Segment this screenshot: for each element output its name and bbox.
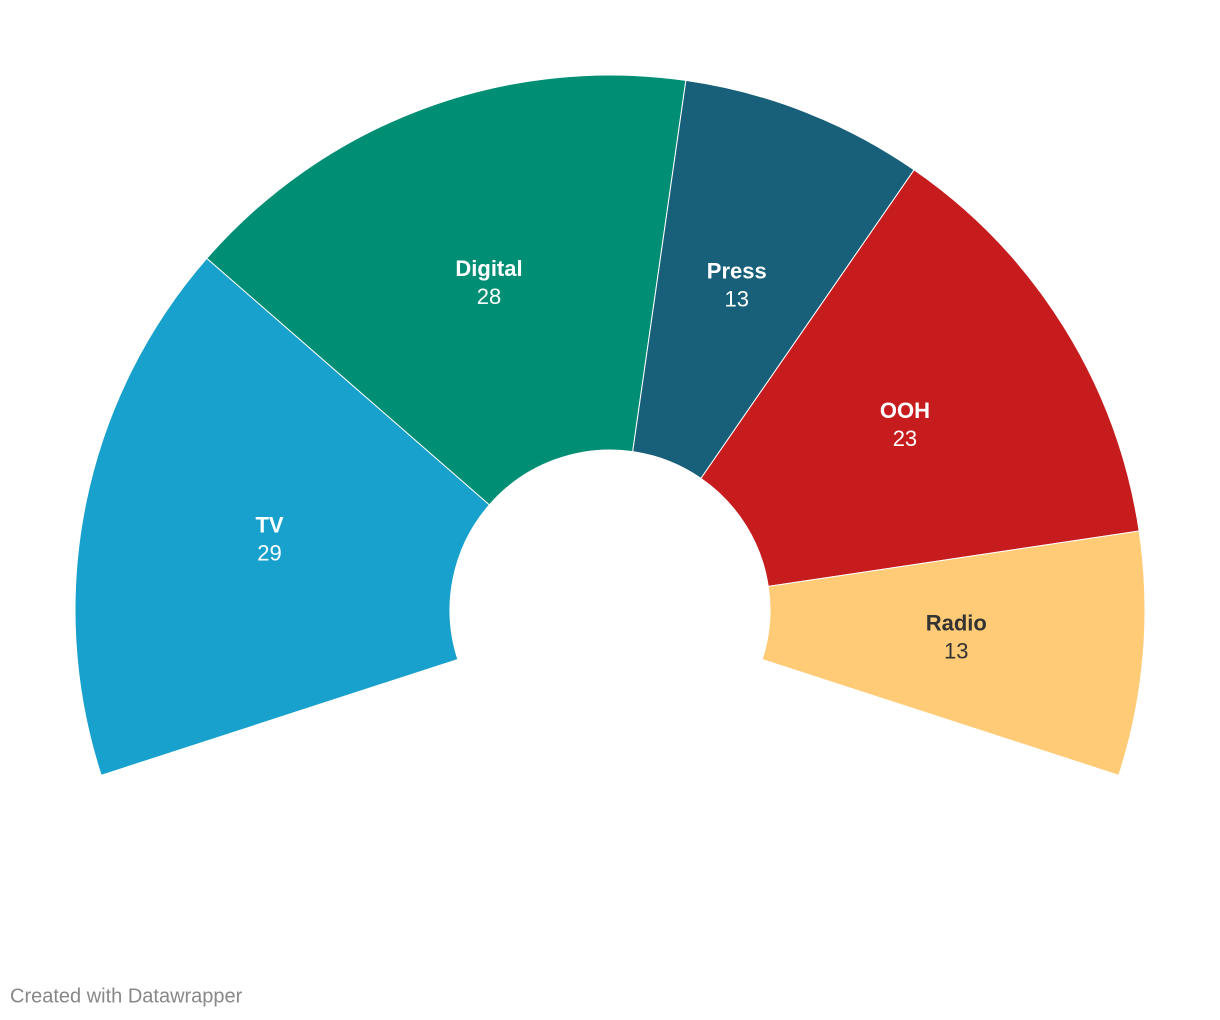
slice-value: 13 — [944, 639, 968, 664]
labels: TV 29 Digital 28 Press 13 OOH 23 Radio 13 — [255, 256, 986, 664]
arc-slice — [761, 530, 1146, 776]
slice-label: TV — [255, 512, 283, 537]
arc-slice — [74, 257, 491, 776]
slice-value: 13 — [725, 286, 749, 311]
slice-value: 23 — [893, 426, 917, 451]
slice-value: 28 — [477, 284, 501, 309]
slices — [74, 74, 1146, 776]
slice-label: OOH — [880, 398, 930, 423]
slice-label: Press — [707, 258, 767, 283]
arc-slice — [700, 169, 1140, 587]
arc-slice — [206, 74, 687, 506]
slice-label: Radio — [926, 611, 987, 636]
credit: Created with Datawrapper — [10, 985, 243, 1007]
slice-value: 29 — [257, 540, 281, 565]
arc-slice — [632, 79, 915, 480]
slice-label: Digital — [455, 256, 522, 281]
